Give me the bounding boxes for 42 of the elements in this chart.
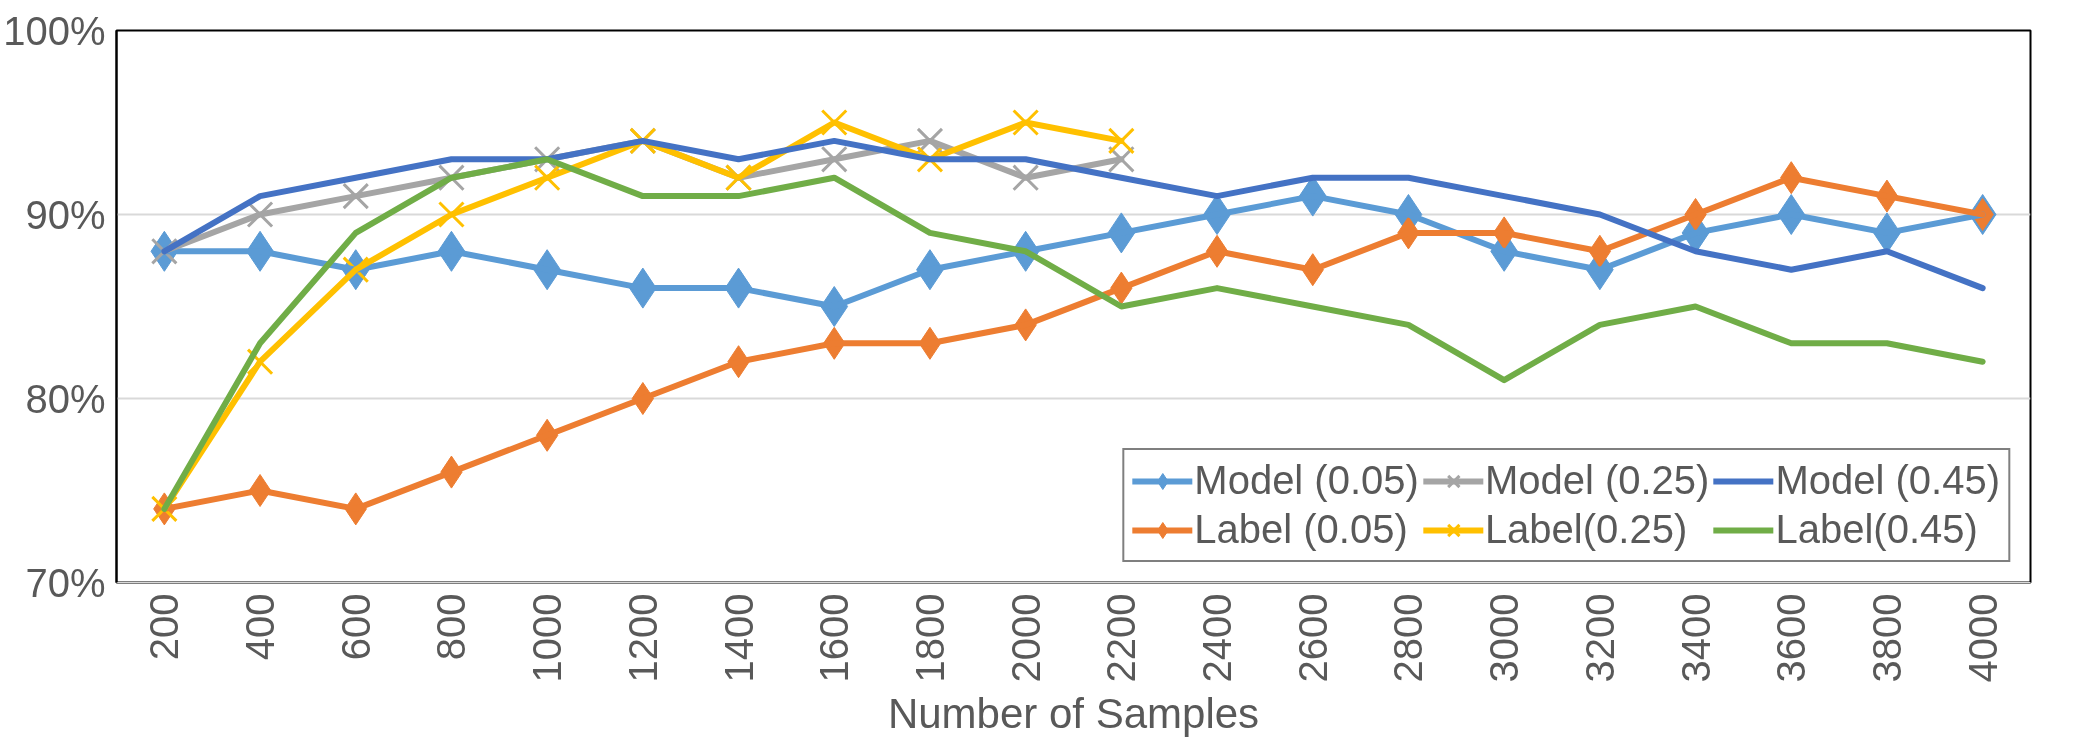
legend-label: Label (0.05) (1194, 507, 1408, 552)
legend-label: Model (0.05) (1194, 458, 1419, 503)
point (437, 200, 465, 229)
x-tick-label: 3400 (1673, 593, 1718, 683)
x-tick-label: 2000 (1003, 593, 1048, 683)
x-tick-label: 200 (142, 593, 187, 661)
x-tick-label: 2400 (1195, 593, 1240, 683)
y-tick-label: 100% (3, 8, 106, 53)
x-tick-label: 1600 (812, 593, 857, 683)
legend-label: Model (0.45) (1775, 458, 2000, 503)
x-tick-label: 2200 (1099, 593, 1144, 683)
x-tick-label: 1800 (907, 593, 952, 683)
x-tick-label: 2600 (1290, 593, 1335, 683)
legend-label: Label(0.25) (1484, 507, 1688, 552)
point (1012, 108, 1040, 137)
x-tick-label: 600 (333, 593, 378, 661)
y-tick-label: 80% (25, 376, 106, 421)
x-tick-label: 400 (238, 593, 283, 661)
x-tick-label: 4000 (1960, 593, 2005, 683)
point (533, 164, 561, 192)
x-tick-label: 1200 (620, 593, 665, 683)
y-tick-label: 90% (25, 192, 106, 237)
point (1012, 164, 1040, 192)
x-axis-title: Number of Samples (887, 690, 1260, 738)
x-tick-label: 3200 (1577, 593, 1622, 683)
point (246, 200, 274, 229)
legend-label: Model (0.25) (1484, 458, 1710, 503)
x-tick-label: 800 (429, 593, 474, 661)
point (342, 182, 370, 210)
x-tick-label: 3800 (1864, 593, 1909, 683)
y-tick-label: 70% (25, 560, 106, 605)
point (820, 108, 848, 137)
x-tick-label: 1000 (525, 593, 570, 683)
point (246, 348, 274, 376)
point (820, 145, 848, 173)
point (342, 256, 370, 284)
x-tick-label: 3600 (1769, 593, 1814, 683)
point (1107, 127, 1135, 155)
x-tick-label: 2800 (1386, 593, 1431, 683)
legend-label: Label(0.45) (1775, 507, 1978, 552)
x-tick-label: 1400 (716, 593, 761, 683)
x-tick-label: 3000 (1482, 593, 1527, 683)
